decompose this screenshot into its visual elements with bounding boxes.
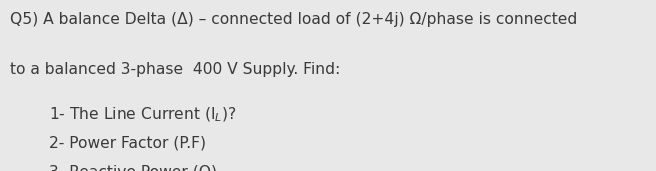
Text: 2- Power Factor (P.F): 2- Power Factor (P.F) xyxy=(49,135,206,150)
Text: Q5) A balance Delta (Δ) – connected load of (2+4j) Ω/phase is connected: Q5) A balance Delta (Δ) – connected load… xyxy=(10,12,577,27)
Text: to a balanced 3-phase  400 V Supply. Find:: to a balanced 3-phase 400 V Supply. Find… xyxy=(10,62,340,77)
Text: 1- The Line Current (I$_{L}$)?: 1- The Line Current (I$_{L}$)? xyxy=(49,106,237,124)
Text: 3- Reactive Power (Q): 3- Reactive Power (Q) xyxy=(49,164,217,171)
